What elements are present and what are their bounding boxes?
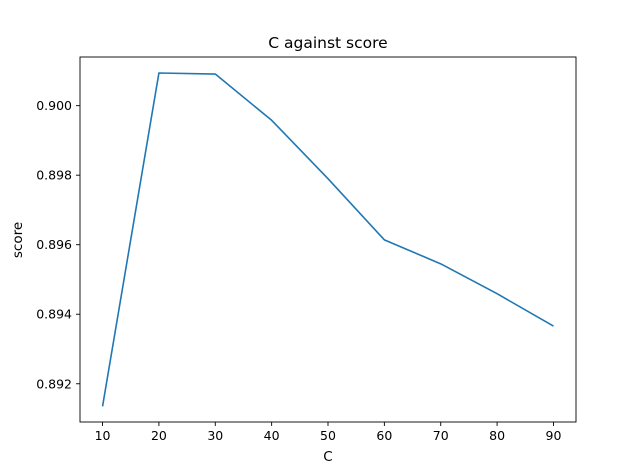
chart-title: C against score	[268, 34, 387, 52]
y-axis-label: score	[10, 222, 26, 258]
y-tick-label: 0.900	[36, 98, 72, 113]
x-tick-label: 80	[489, 428, 505, 443]
x-tick-label: 30	[207, 428, 223, 443]
x-tick-label: 50	[320, 428, 336, 443]
x-tick-label: 10	[95, 428, 111, 443]
y-tick-label: 0.896	[36, 237, 72, 252]
y-tick-label: 0.894	[36, 307, 72, 322]
series-line-0	[101, 72, 554, 407]
plot-frame	[79, 56, 577, 423]
y-tick-label: 0.898	[36, 168, 72, 183]
x-axis-label: C	[323, 449, 332, 465]
x-tick-label: 60	[376, 428, 392, 443]
plot-area: 10 20 30 40 50 60 70 80 90 0.892 0.894 0.896 0.898 0.…	[36, 56, 577, 443]
x-tick-label: 90	[546, 428, 562, 443]
x-tick-label: 40	[264, 428, 280, 443]
x-tick-label: 70	[433, 428, 449, 443]
y-tick-label: 0.892	[36, 376, 72, 391]
x-tick-label: 20	[151, 428, 167, 443]
